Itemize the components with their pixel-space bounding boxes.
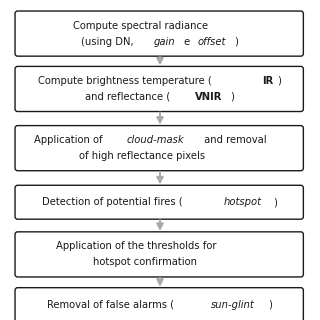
FancyBboxPatch shape — [15, 288, 303, 320]
Text: offset: offset — [197, 36, 226, 47]
Text: hotspot: hotspot — [224, 197, 262, 207]
Text: ): ) — [234, 36, 237, 47]
FancyBboxPatch shape — [15, 185, 303, 219]
Text: ): ) — [268, 300, 272, 310]
Text: VNIR: VNIR — [195, 92, 222, 102]
Text: e: e — [181, 36, 194, 47]
Text: ): ) — [230, 92, 234, 102]
Text: Detection of potential fires (: Detection of potential fires ( — [42, 197, 183, 207]
FancyBboxPatch shape — [15, 67, 303, 112]
Text: ): ) — [277, 76, 281, 86]
FancyBboxPatch shape — [15, 125, 303, 171]
Text: ): ) — [273, 197, 276, 207]
Text: Compute brightness temperature (: Compute brightness temperature ( — [38, 76, 212, 86]
Text: Application of: Application of — [34, 135, 106, 145]
Text: and removal: and removal — [201, 135, 267, 145]
Text: Compute spectral radiance: Compute spectral radiance — [73, 20, 208, 31]
Text: Removal of false alarms (: Removal of false alarms ( — [47, 300, 174, 310]
Text: hotspot confirmation: hotspot confirmation — [93, 257, 197, 268]
Text: and reflectance (: and reflectance ( — [85, 92, 170, 102]
Text: of high reflectance pixels: of high reflectance pixels — [79, 151, 205, 161]
Text: IR: IR — [262, 76, 274, 86]
Text: Application of the thresholds for: Application of the thresholds for — [56, 241, 217, 252]
Text: (using DN,: (using DN, — [81, 36, 137, 47]
FancyBboxPatch shape — [15, 11, 303, 56]
Text: sun-glint: sun-glint — [211, 300, 255, 310]
Text: gain: gain — [153, 36, 175, 47]
FancyBboxPatch shape — [15, 232, 303, 277]
Text: cloud-mask: cloud-mask — [127, 135, 184, 145]
